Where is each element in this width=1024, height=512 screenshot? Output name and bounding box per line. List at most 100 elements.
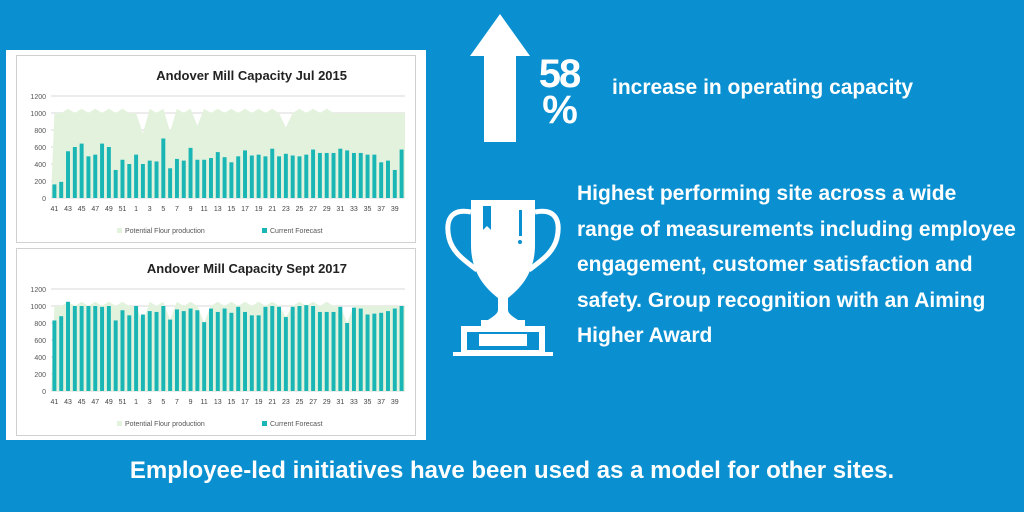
forecast-bar <box>168 319 173 391</box>
forecast-bar <box>113 169 118 198</box>
y-tick-label: 600 <box>34 145 46 152</box>
y-tick-label: 200 <box>34 372 46 379</box>
forecast-bar <box>154 311 159 391</box>
chart-2015: Andover Mill Capacity Jul 2015 0 200 400 600… <box>16 55 416 243</box>
increase-text: increase in operating capacity <box>612 76 914 99</box>
forecast-bar <box>372 154 377 198</box>
x-tick-label: 43 <box>64 206 72 213</box>
y-tick-label: 1000 <box>30 304 46 311</box>
legend-forecast-swatch <box>262 228 267 233</box>
forecast-bar <box>222 157 227 198</box>
forecast-bar <box>399 149 404 198</box>
x-tick-label: 15 <box>228 206 236 213</box>
chart-2017: Andover Mill Capacity Sept 2017 0 200 400 60… <box>16 248 416 436</box>
forecast-bar <box>399 306 404 391</box>
forecast-bar <box>174 309 179 391</box>
forecast-bar <box>93 306 98 391</box>
footer-text: Employee-led initiatives have been used … <box>129 457 895 484</box>
x-tick-label: 7 <box>175 399 179 406</box>
x-tick-label: 3 <box>148 206 152 213</box>
x-tick-label: 13 <box>214 206 222 213</box>
forecast-bar <box>386 311 390 391</box>
forecast-bar <box>236 306 241 391</box>
forecast-bar <box>140 314 145 391</box>
x-tick-label: 35 <box>364 206 372 213</box>
legend-potential-label: Potential Flour production <box>125 421 205 428</box>
x-tick-label: 51 <box>119 206 127 213</box>
forecast-bar <box>392 169 397 198</box>
forecast-bar <box>79 306 84 391</box>
forecast-bar <box>72 147 77 198</box>
legend-forecast-swatch <box>262 421 267 426</box>
forecast-bar <box>256 315 261 391</box>
forecast-bar <box>100 143 105 198</box>
y-tick-label: 400 <box>34 162 46 169</box>
x-tick-label: 49 <box>105 399 113 406</box>
forecast-bar <box>270 306 275 391</box>
percent-sign: % <box>542 88 578 132</box>
forecast-bar <box>168 168 173 198</box>
forecast-bar <box>283 317 288 391</box>
x-tick-label: 3 <box>148 399 152 406</box>
forecast-bar <box>134 306 139 391</box>
percentage-value: 58% <box>528 54 590 130</box>
x-tick-label: 31 <box>336 399 344 406</box>
forecast-bar <box>66 301 70 391</box>
x-tick-label: 23 <box>282 399 290 406</box>
forecast-bar <box>209 158 213 198</box>
x-tick-label: 49 <box>105 206 113 213</box>
forecast-bar <box>188 308 193 391</box>
forecast-bar <box>304 154 309 198</box>
y-tick-label: 600 <box>34 338 46 345</box>
forecast-bar <box>174 158 179 198</box>
forecast-bar <box>263 306 268 391</box>
legend-forecast-label: Current Forecast <box>270 228 323 235</box>
x-tick-label: 47 <box>91 206 99 213</box>
x-tick-label: 11 <box>201 399 208 406</box>
x-tick-label: 21 <box>268 399 276 406</box>
x-tick-label: 1 <box>134 206 138 213</box>
x-tick-label: 19 <box>255 399 263 406</box>
forecast-bar <box>311 149 316 198</box>
forecast-bar <box>66 151 70 198</box>
x-tick-label: 9 <box>189 206 193 213</box>
award-text: Highest performing site across a wide ra… <box>577 182 1016 347</box>
y-tick-label: 800 <box>34 321 46 328</box>
forecast-bar <box>100 306 105 391</box>
forecast-bar <box>283 153 288 198</box>
x-tick-label: 39 <box>391 206 399 213</box>
forecast-bar <box>106 147 111 198</box>
up-arrow-icon <box>470 14 530 142</box>
x-tick-label: 25 <box>296 399 304 406</box>
legend-potential-swatch <box>117 421 122 426</box>
forecast-bar <box>290 306 295 391</box>
forecast-bar <box>324 311 329 391</box>
forecast-bar <box>311 306 316 391</box>
x-tick-label: 5 <box>161 206 165 213</box>
forecast-bar <box>52 184 57 198</box>
forecast-bar <box>392 308 397 391</box>
forecast-bar <box>358 308 363 391</box>
x-tick-label: 51 <box>119 399 127 406</box>
forecast-bar <box>236 156 241 198</box>
forecast-bar <box>331 311 336 391</box>
x-tick-label: 25 <box>296 206 304 213</box>
forecast-bar <box>195 159 200 198</box>
forecast-bar <box>134 154 139 198</box>
x-tick-label: 15 <box>228 399 236 406</box>
x-tick-label: 37 <box>377 206 385 213</box>
potential-area <box>51 108 405 198</box>
forecast-bar <box>188 147 193 198</box>
y-tick-label: 400 <box>34 355 46 362</box>
forecast-bar <box>365 154 370 198</box>
x-tick-label: 21 <box>268 206 276 213</box>
forecast-bar <box>79 143 84 198</box>
potential-area <box>51 301 405 391</box>
forecast-bar <box>215 311 220 391</box>
x-tick-label: 43 <box>64 399 72 406</box>
forecast-bar <box>127 315 132 391</box>
forecast-bar <box>263 156 268 198</box>
forecast-bar <box>277 156 282 198</box>
forecast-bar <box>372 313 377 391</box>
y-tick-label: 0 <box>42 389 46 396</box>
